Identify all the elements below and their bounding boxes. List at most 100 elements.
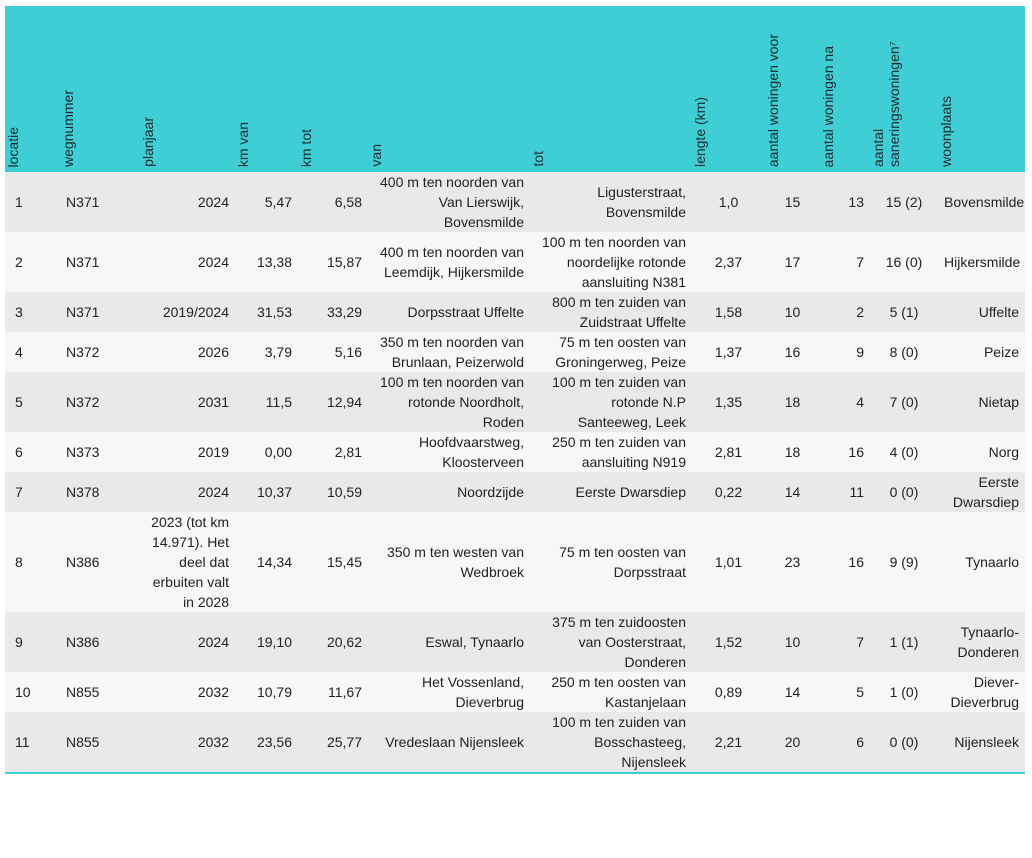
header-label: wegnummer (60, 89, 76, 167)
table-cell: Het Vossenland, Dieverbrug (368, 672, 530, 712)
table-cell: N372 (60, 372, 140, 432)
table-cell: N855 (60, 672, 140, 712)
table-cell: 800 m ten zuiden van Zuidstraat Uffelte (530, 292, 692, 332)
table-cell: 16 (765, 332, 820, 372)
table-cell: 10,37 (235, 472, 298, 512)
table-cell: 7 (820, 232, 870, 292)
table-cell: Noordzijde (368, 472, 530, 512)
table-cell: 2031 (140, 372, 235, 432)
table-cell: Bovensmilde (938, 172, 1025, 232)
table-cell: Nijensleek (938, 712, 1025, 772)
table-cell: 0 (0) (870, 712, 938, 772)
table-cell: 1 (5, 172, 60, 232)
header-cell: locatie (5, 6, 60, 172)
table-row: 11 N855 2032 23,56 25,77 Vredeslaan Nijenslee… (5, 712, 1025, 772)
table-cell: 17 (765, 232, 820, 292)
table-cell: 0,22 (692, 472, 765, 512)
table-cell: 19,10 (235, 612, 298, 672)
table-row: 10 N855 2032 10,79 11,67 Het Vossenland, Diev… (5, 672, 1025, 712)
table-cell: N855 (60, 712, 140, 772)
table-cell: 5 (1) (870, 292, 938, 332)
table-row: 1 N371 2024 5,47 6,58 400 m ten noorden van V… (5, 172, 1025, 232)
table-cell: 23,56 (235, 712, 298, 772)
table-cell: Dorpsstraat Uffelte (368, 292, 530, 332)
table-cell: 9 (5, 612, 60, 672)
table-cell: 11 (5, 712, 60, 772)
table-cell: N371 (60, 292, 140, 332)
header-cell: tot (530, 6, 692, 172)
header-label: woonplaats (938, 96, 954, 167)
table-cell: Hijkersmilde (938, 232, 1025, 292)
table-cell: 100 m ten zuiden van rotonde N.P Santeew… (530, 372, 692, 432)
table-cell: 2024 (140, 232, 235, 292)
table-cell: 11 (820, 472, 870, 512)
table-cell: Diever-Dieverbrug (938, 672, 1025, 712)
table-cell: 11,67 (298, 672, 368, 712)
table-cell: 18 (765, 432, 820, 472)
table-cell: 0,89 (692, 672, 765, 712)
table-cell: 10 (765, 292, 820, 332)
table-cell: 2024 (140, 172, 235, 232)
table-cell: 75 m ten oosten van Groningerweg, Peize (530, 332, 692, 372)
header-cell: van (368, 6, 530, 172)
table-cell: 4 (5, 332, 60, 372)
table-cell: 3,79 (235, 332, 298, 372)
table-cell: Nietap (938, 372, 1025, 432)
table-cell: 16 (0) (870, 232, 938, 292)
table-cell: N371 (60, 232, 140, 292)
table-cell: N386 (60, 612, 140, 672)
table-container: locatie wegnummer planjaar km van km tot van t… (5, 6, 1025, 774)
table-cell: 0 (0) (870, 472, 938, 512)
table-cell: 2026 (140, 332, 235, 372)
table-cell: 2019 (140, 432, 235, 472)
table-cell: 2,37 (692, 232, 765, 292)
table-row: 6 N373 2019 0,00 2,81 Hoofdvaarstweg, Klooste… (5, 432, 1025, 472)
table-cell: 4 (820, 372, 870, 432)
table-cell: 5,16 (298, 332, 368, 372)
table-cell: 6,58 (298, 172, 368, 232)
table-cell: 2024 (140, 472, 235, 512)
table-cell: 1,01 (692, 512, 765, 612)
table-cell: 400 m ten noorden van Leemdijk, Hijkersm… (368, 232, 530, 292)
table-cell: 12,94 (298, 372, 368, 432)
table-cell: 250 m ten zuiden van aansluiting N919 (530, 432, 692, 472)
table-cell: 14 (765, 672, 820, 712)
table-cell: 5 (820, 672, 870, 712)
table-cell: 33,29 (298, 292, 368, 332)
header-cell: aantal saneringswoningen⁷ (870, 6, 938, 172)
table-cell: Eerste Dwarsdiep (530, 472, 692, 512)
header-cell: wegnummer (60, 6, 140, 172)
table-cell: 13 (820, 172, 870, 232)
table-cell: 1,58 (692, 292, 765, 332)
header-label: planjaar (140, 117, 156, 167)
table-cell: 6 (820, 712, 870, 772)
table-cell: 16 (820, 512, 870, 612)
header-label: aantal woningen na (820, 45, 836, 167)
table-cell: 1,0 (692, 172, 765, 232)
table-cell: 15 (2) (870, 172, 938, 232)
table-cell: Eerste Dwarsdiep (938, 472, 1025, 512)
table-cell: 7 (0) (870, 372, 938, 432)
table-cell: 16 (820, 432, 870, 472)
header-label: locatie (5, 126, 21, 167)
table-cell: 2024 (140, 612, 235, 672)
table-cell: 15 (765, 172, 820, 232)
table-cell: 18 (765, 372, 820, 432)
table-row: 9 N386 2024 19,10 20,62 Eswal, Tynaarlo 375 m … (5, 612, 1025, 672)
table-cell: 2,21 (692, 712, 765, 772)
header-label: van (368, 144, 384, 167)
table-cell: 3 (5, 292, 60, 332)
table-cell: 1,37 (692, 332, 765, 372)
table-cell: 5 (5, 372, 60, 432)
table-cell: 400 m ten noorden van Van Lierswijk, Bov… (368, 172, 530, 232)
header-label: aantal saneringswoningen⁷ (870, 41, 902, 167)
table-cell: 2,81 (692, 432, 765, 472)
table-cell: Tynaarlo (938, 512, 1025, 612)
header-label: aantal woningen voor (765, 33, 781, 167)
table-cell: 10,59 (298, 472, 368, 512)
table-cell: N386 (60, 512, 140, 612)
road-table: locatie wegnummer planjaar km van km tot van t… (5, 6, 1025, 772)
header-label: km van (235, 121, 251, 167)
header-cell: lengte (km) (692, 6, 765, 172)
